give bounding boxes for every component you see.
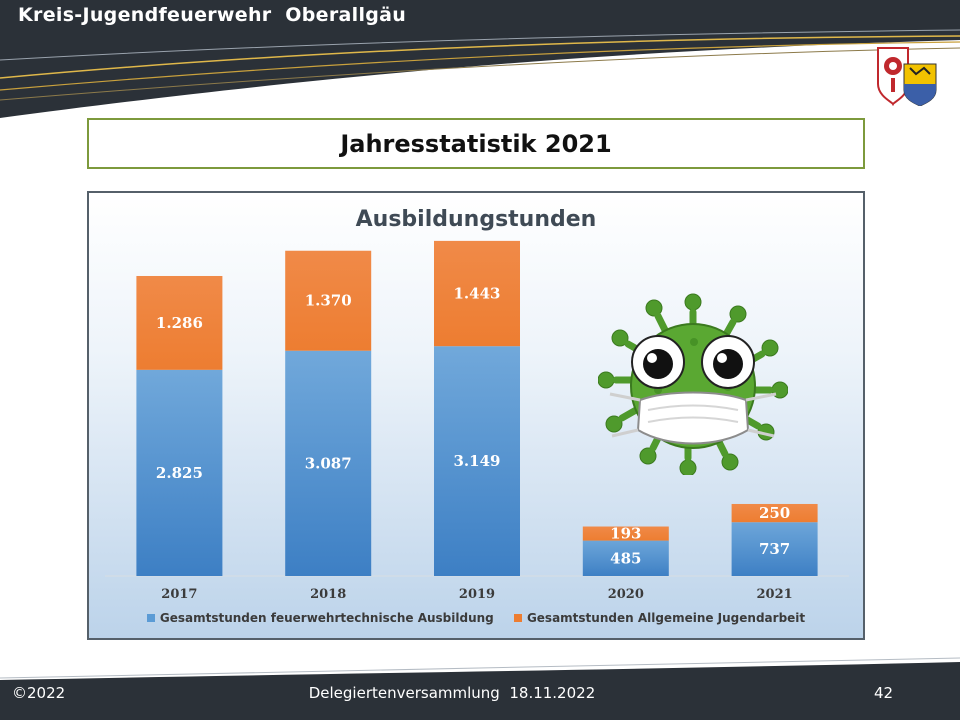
data-label-training-2021: 737 bbox=[759, 540, 790, 558]
footer-event: Delegiertenversammlung 18.11.2022 bbox=[308, 684, 596, 702]
x-tick-label-2019: 2019 bbox=[459, 587, 495, 602]
data-label-youth-work-2018: 1.370 bbox=[305, 292, 352, 310]
bar-training-2018 bbox=[285, 350, 372, 576]
stacked-bar-chart: Ausbildungstunden 2.825 1.286 2017 3.087 1.3… bbox=[105, 207, 849, 602]
bar-training-2017 bbox=[136, 369, 223, 576]
legend-label-youth-work: Gesamtstunden Allgemeine Jugendarbeit bbox=[526, 611, 806, 625]
organization-title: Kreis-Jugendfeuerwehr Oberallgäu bbox=[18, 4, 407, 26]
chart-legend: Gesamtstunden feuerwehrtechnische Ausbil… bbox=[89, 611, 863, 625]
x-tick-label-2017: 2017 bbox=[161, 587, 197, 602]
footer-band bbox=[0, 657, 960, 720]
legend-item-training: Gesamtstunden feuerwehrtechnische Ausbil… bbox=[146, 611, 494, 625]
chart-frame: Ausbildungstunden 2.825 1.286 2017 3.087 1.3… bbox=[87, 191, 865, 640]
data-label-training-2019: 3.149 bbox=[454, 452, 501, 470]
fire-brigade-logo-icon bbox=[877, 47, 937, 106]
bar-youth-work-2021 bbox=[731, 503, 818, 523]
virus-with-mask-icon bbox=[598, 293, 788, 475]
data-label-youth-work-2020: 193 bbox=[610, 525, 641, 543]
data-label-youth-work-2021: 250 bbox=[759, 504, 790, 522]
bar-youth-work-2018 bbox=[285, 250, 372, 351]
bar-training-2020 bbox=[582, 540, 669, 576]
data-label-training-2018: 3.087 bbox=[305, 454, 352, 472]
legend-label-training: Gesamtstunden feuerwehrtechnische Ausbil… bbox=[159, 611, 494, 625]
data-label-youth-work-2017: 1.286 bbox=[156, 314, 203, 332]
data-label-youth-work-2019: 1.443 bbox=[454, 285, 501, 303]
x-tick-label-2021: 2021 bbox=[757, 587, 793, 602]
data-label-training-2017: 2.825 bbox=[156, 464, 203, 482]
slide-title-box: Jahresstatistik 2021 bbox=[87, 118, 865, 169]
bar-training-2021 bbox=[731, 522, 818, 576]
bar-training-2019 bbox=[434, 346, 520, 576]
bar-youth-work-2020 bbox=[582, 526, 669, 541]
footer-copyright: ©2022 bbox=[12, 684, 66, 702]
data-label-training-2020: 485 bbox=[610, 549, 641, 567]
footer-page-number: 42 bbox=[874, 684, 894, 702]
x-tick-label-2020: 2020 bbox=[608, 587, 644, 602]
slide-title: Jahresstatistik 2021 bbox=[340, 129, 612, 158]
legend-swatch-training bbox=[146, 614, 155, 622]
legend-item-youth-work: Gesamtstunden Allgemeine Jugendarbeit bbox=[513, 611, 806, 625]
bar-youth-work-2019 bbox=[434, 240, 520, 347]
legend-swatch-youth-work bbox=[513, 614, 522, 622]
header-band bbox=[0, 0, 960, 118]
chart-title: Ausbildungstunden bbox=[356, 207, 597, 232]
bar-youth-work-2017 bbox=[136, 275, 223, 370]
x-tick-label-2018: 2018 bbox=[310, 587, 346, 602]
